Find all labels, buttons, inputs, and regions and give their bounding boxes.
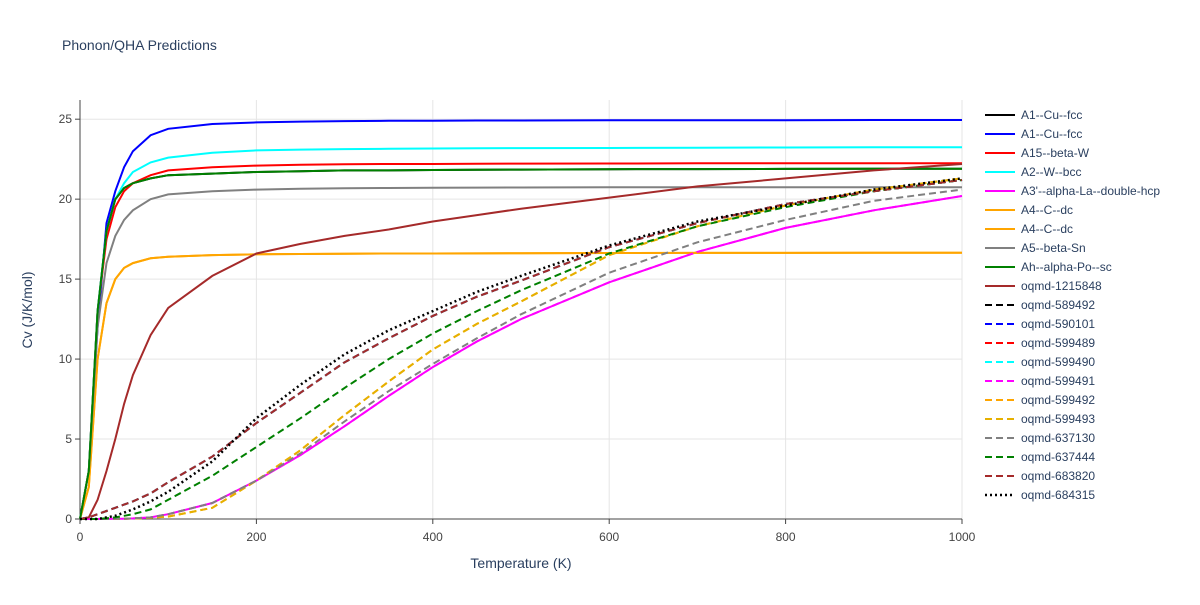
series-line (79, 179, 963, 520)
x-tick-label: 1000 (949, 530, 976, 544)
legend-item[interactable]: oqmd-599491 (985, 374, 1095, 388)
legend-item[interactable]: oqmd-599493 (985, 412, 1095, 426)
series-line (79, 167, 962, 520)
legend-item[interactable]: A15--beta-W (985, 146, 1090, 160)
series-line (79, 119, 962, 520)
series-line (79, 163, 963, 520)
series-line (80, 177, 963, 521)
series-line (79, 251, 962, 520)
legend-item[interactable]: oqmd-599490 (985, 355, 1095, 369)
series-line (79, 146, 963, 520)
series-line (80, 195, 963, 520)
legend-label: A1--Cu--fcc (1021, 108, 1082, 122)
series-line (79, 251, 962, 520)
legend-label: oqmd-684315 (1021, 488, 1095, 502)
legend-label: oqmd-599490 (1021, 355, 1095, 369)
series-line (80, 177, 963, 520)
legend-label: oqmd-637444 (1021, 450, 1095, 464)
series-line (80, 188, 963, 520)
series-line (79, 179, 963, 520)
series-line (79, 179, 963, 520)
y-tick-label: 25 (59, 112, 73, 126)
legend-label: A2--W--bcc (1021, 165, 1081, 179)
legend-item[interactable]: A1--Cu--fcc (985, 108, 1082, 122)
legend-item[interactable]: A4--C--dc (985, 203, 1073, 217)
legend-label: A1--Cu--fcc (1021, 127, 1082, 141)
y-tick-label: 15 (59, 272, 73, 286)
legend-label: oqmd-599493 (1021, 412, 1095, 426)
legend-label: oqmd-599491 (1021, 374, 1095, 388)
series-line (79, 167, 962, 520)
legend-label: Ah--alpha-Po--sc (1021, 260, 1112, 274)
legend-label: oqmd-599492 (1021, 393, 1095, 407)
x-tick-label: 800 (776, 530, 796, 544)
legend-item[interactable]: Ah--alpha-Po--sc (985, 260, 1112, 274)
legend-label: A3'--alpha-La--double-hcp (1021, 184, 1160, 198)
legend-item[interactable]: oqmd-1215848 (985, 279, 1102, 293)
legend-label: A4--C--dc (1021, 222, 1073, 236)
series-line (79, 179, 963, 520)
y-axis-title: Cv (J/K/mol) (19, 272, 35, 349)
legend-label: oqmd-683820 (1021, 469, 1095, 483)
legend-item[interactable]: oqmd-637130 (985, 431, 1095, 445)
legend-item[interactable]: oqmd-684315 (985, 488, 1095, 502)
legend-item[interactable]: oqmd-637444 (985, 450, 1095, 464)
legend-label: A15--beta-W (1021, 146, 1090, 160)
legend-label: oqmd-599489 (1021, 336, 1095, 350)
legend-label: oqmd-637130 (1021, 431, 1095, 445)
series-line (79, 162, 962, 520)
y-tick-label: 5 (65, 432, 72, 446)
series-line (80, 177, 963, 520)
x-axis-title: Temperature (K) (470, 555, 571, 571)
series-line (79, 186, 962, 520)
legend-label: oqmd-589492 (1021, 298, 1095, 312)
legend-item[interactable]: oqmd-589492 (985, 298, 1095, 312)
legend-item[interactable]: oqmd-599489 (985, 336, 1095, 350)
y-tick-label: 20 (59, 192, 73, 206)
y-tick-label: 10 (59, 352, 73, 366)
legend-item[interactable]: A1--Cu--fcc (985, 127, 1082, 141)
x-tick-label: 400 (423, 530, 443, 544)
legend-item[interactable]: oqmd-599492 (985, 393, 1095, 407)
legend-item[interactable]: oqmd-590101 (985, 317, 1095, 331)
legend-item[interactable]: A4--C--dc (985, 222, 1073, 236)
legend-item[interactable]: A2--W--bcc (985, 165, 1081, 179)
legend-label: A5--beta-Sn (1021, 241, 1086, 255)
chart-title: Phonon/QHA Predictions (62, 37, 217, 53)
series-line (79, 179, 963, 520)
y-tick-label: 0 (65, 512, 72, 526)
legend-item[interactable]: oqmd-683820 (985, 469, 1095, 483)
series-line (80, 179, 963, 520)
series-line (80, 195, 963, 520)
legend-label: oqmd-590101 (1021, 317, 1095, 331)
x-tick-label: 600 (599, 530, 619, 544)
legend-item[interactable]: A5--beta-Sn (985, 241, 1086, 255)
x-tick-label: 200 (246, 530, 266, 544)
legend-item[interactable]: A3'--alpha-La--double-hcp (985, 184, 1160, 198)
legend-label: oqmd-1215848 (1021, 279, 1102, 293)
x-tick-label: 0 (77, 530, 84, 544)
legend-label: A4--C--dc (1021, 203, 1073, 217)
